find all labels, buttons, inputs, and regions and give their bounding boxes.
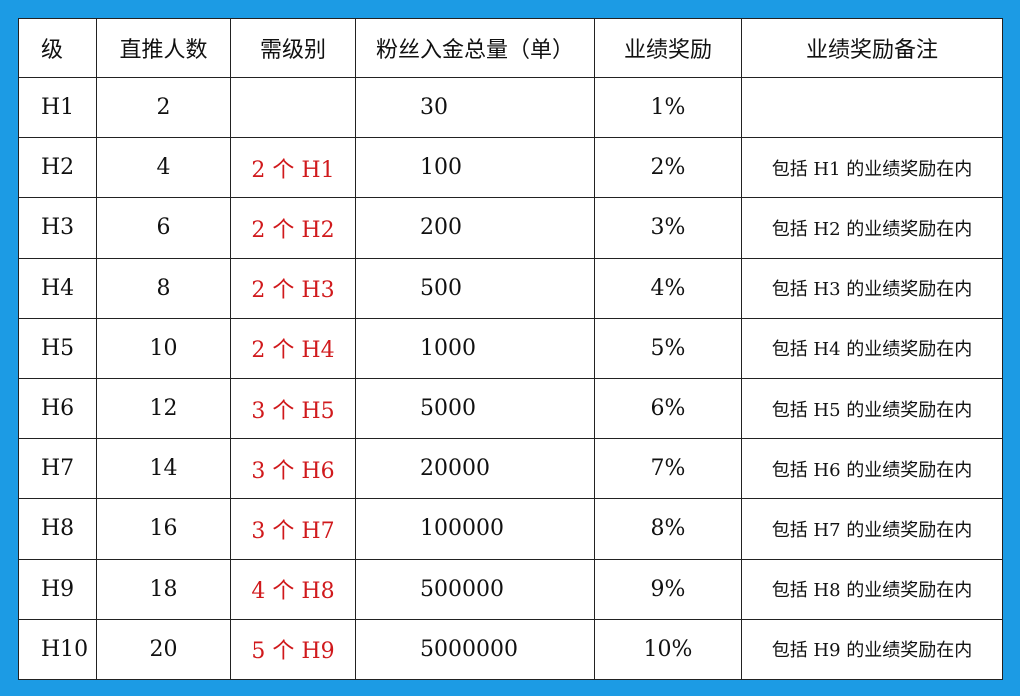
table-cell: 6 [96, 197, 231, 259]
table-cell: 3% [594, 197, 742, 259]
table-cell: H6 [18, 377, 97, 440]
table-cell: 1% [594, 76, 742, 139]
table-cell: 8 [96, 257, 231, 319]
table-cell: 100 [355, 137, 595, 199]
table-cell: 包括 H5 的业绩奖励在内 [741, 377, 1003, 440]
table-row: H10 20 5 个 H9 5000000 10% 包括 H9 的业绩奖励在内 [18, 618, 1003, 681]
table-cell: 8% [594, 498, 742, 560]
table-cell: 500 [355, 257, 595, 319]
table-cell: 20000 [355, 438, 595, 500]
table-cell: 18 [96, 558, 231, 620]
table-cell: 20 [96, 618, 231, 681]
table-row: H6 12 3 个 H5 5000 6% 包括 H5 的业绩奖励在内 [18, 377, 1003, 440]
table-cell: 2 个 H4 [230, 317, 356, 379]
table-cell [230, 76, 356, 139]
table-cell: H3 [18, 197, 97, 259]
table-row: H3 6 2 个 H2 200 3% 包括 H2 的业绩奖励在内 [18, 197, 1003, 259]
table-row: H7 14 3 个 H6 20000 7% 包括 H6 的业绩奖励在内 [18, 438, 1003, 500]
header-cell: 粉丝入金总量（单） [355, 18, 595, 78]
table-cell: 16 [96, 498, 231, 560]
table-cell: 14 [96, 438, 231, 500]
table-cell: 6% [594, 377, 742, 440]
table-cell: 4 个 H8 [230, 558, 356, 620]
table-cell: 包括 H9 的业绩奖励在内 [741, 618, 1003, 681]
table-cell: H10 [18, 618, 97, 681]
table-cell: H8 [18, 498, 97, 560]
table-cell: 2 个 H3 [230, 257, 356, 319]
table-cell: 包括 H3 的业绩奖励在内 [741, 257, 1003, 319]
table-cell: 1000 [355, 317, 595, 379]
table-row: H1 2 30 1% [18, 76, 1003, 139]
header-row: 级直推人数 需级别 粉丝入金总量（单） 业绩奖励 业绩奖励备注 [18, 18, 1003, 78]
table-cell: H7 [18, 438, 97, 500]
table-cell: 500000 [355, 558, 595, 620]
table-cell: 10 [96, 317, 231, 379]
table-cell: H4 [18, 257, 97, 319]
table-cell: 2 个 H1 [230, 137, 356, 199]
table-cell: H5 [18, 317, 97, 379]
header-cell: 需级别 [230, 18, 356, 78]
table-cell: 5 个 H9 [230, 618, 356, 681]
table-cell: 100000 [355, 498, 595, 560]
header-cell: 级 [18, 18, 97, 78]
table-cell: 3 个 H5 [230, 377, 356, 440]
header-cell: 业绩奖励备注 [741, 18, 1003, 78]
table-cell: 3 个 H7 [230, 498, 356, 560]
table-cell: 包括 H6 的业绩奖励在内 [741, 438, 1003, 500]
table-cell: H1 [18, 76, 97, 139]
table-row: H5 10 2 个 H4 1000 5% 包括 H4 的业绩奖励在内 [18, 317, 1003, 379]
table-cell [741, 76, 1003, 139]
table-cell: H9 [18, 558, 97, 620]
table-cell: H2 [18, 137, 97, 199]
table-row: H2 4 2 个 H1 100 2% 包括 H1 的业绩奖励在内 [18, 137, 1003, 199]
table-row: H9 18 4 个 H8 500000 9% 包括 H8 的业绩奖励在内 [18, 558, 1003, 620]
header-cell: 业绩奖励 [594, 18, 742, 78]
table-body: H1 2 30 1% H2 4 2 个 H1 100 2% 包括 H1 的业绩奖励在内 H3 6 2 个… [18, 76, 1003, 681]
table-cell: 包括 H8 的业绩奖励在内 [741, 558, 1003, 620]
table-cell: 10% [594, 618, 742, 681]
table-cell: 包括 H2 的业绩奖励在内 [741, 197, 1003, 259]
table-cell: 12 [96, 377, 231, 440]
level-table: 级直推人数 需级别 粉丝入金总量（单） 业绩奖励 业绩奖励备注 H1 2 30 1% H2 4 2 … [18, 18, 1003, 681]
table-cell: 2% [594, 137, 742, 199]
table-cell: 4 [96, 137, 231, 199]
table-cell: 4% [594, 257, 742, 319]
table-cell: 5000 [355, 377, 595, 440]
table-cell: 包括 H4 的业绩奖励在内 [741, 317, 1003, 379]
table-cell: 9% [594, 558, 742, 620]
table-row: H4 8 2 个 H3 500 4% 包括 H3 的业绩奖励在内 [18, 257, 1003, 319]
table-cell: 7% [594, 438, 742, 500]
table-cell: 200 [355, 197, 595, 259]
table-frame: 级直推人数 需级别 粉丝入金总量（单） 业绩奖励 业绩奖励备注 H1 2 30 1% H2 4 2 … [18, 18, 1003, 681]
header-cell: 直推人数 [96, 18, 231, 78]
table-cell: 包括 H7 的业绩奖励在内 [741, 498, 1003, 560]
table-cell: 5% [594, 317, 742, 379]
table-cell: 30 [355, 76, 595, 139]
table-cell: 2 个 H2 [230, 197, 356, 259]
table-cell: 包括 H1 的业绩奖励在内 [741, 137, 1003, 199]
table-cell: 3 个 H6 [230, 438, 356, 500]
table-cell: 2 [96, 76, 231, 139]
table-row: H8 16 3 个 H7 100000 8% 包括 H7 的业绩奖励在内 [18, 498, 1003, 560]
table-cell: 5000000 [355, 618, 595, 681]
